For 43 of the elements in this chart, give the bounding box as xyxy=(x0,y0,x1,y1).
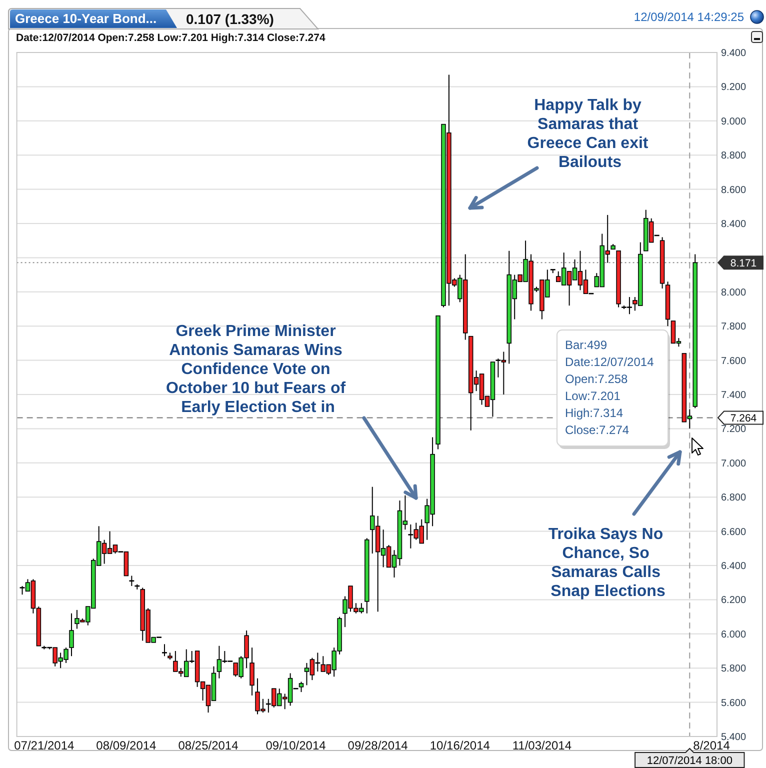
y-tick-label: 7.400 xyxy=(721,390,746,401)
y-tick-label: 8.000 xyxy=(721,287,746,298)
y-tick-label: 6.800 xyxy=(721,492,746,504)
candlestick xyxy=(69,612,74,657)
y-tick-label: 6.000 xyxy=(721,629,746,640)
chart-subtitle: 0.107 (1.33%) xyxy=(186,11,274,27)
y-tick-label: 7.600 xyxy=(721,356,746,367)
x-tick-label: 09/28/2014 xyxy=(348,738,408,752)
y-tick-label: 8.600 xyxy=(721,184,746,196)
chart-title: Greece 10-Year Bond... xyxy=(15,11,157,26)
annotation: Troika Says No Chance, So Samaras Calls Snap Elections xyxy=(548,526,668,600)
candlestick xyxy=(128,575,135,587)
x-tick-label: 08/25/2014 xyxy=(178,738,239,752)
y-tick-label: 9.000 xyxy=(721,116,746,128)
x-tick-label: 10/16/2014 xyxy=(430,738,490,752)
candlestick xyxy=(298,681,304,693)
text: 12/09/2014 14:29:25 xyxy=(634,10,744,24)
y-tick-label: 7.200 xyxy=(721,424,746,436)
x-tick-label: 08/09/2014 xyxy=(96,738,157,752)
y-tick-label: 5.600 xyxy=(721,698,746,709)
y-tick-label: 6.400 xyxy=(721,561,746,572)
y-tick-label: 6.600 xyxy=(721,526,746,538)
ref-line-label: 8.171 xyxy=(730,257,757,270)
y-tick-label: 8.400 xyxy=(721,219,746,230)
y-tick-label: 5.800 xyxy=(721,664,746,675)
candlestick xyxy=(250,647,254,696)
annotation: Greek Prime Minister Antonis Samaras Wins Confidence Vote on October 10 but Fears of Early Election Set in xyxy=(166,323,350,416)
candlestick xyxy=(161,644,168,657)
x-tick-label: 07/21/2014 xyxy=(14,738,75,752)
y-tick-label: 7.800 xyxy=(721,322,746,333)
y-tick-label: 7.000 xyxy=(721,458,746,470)
y-tick-label: 9.400 xyxy=(721,48,746,59)
x-tick-label: 11/03/2014 xyxy=(512,738,572,752)
text: Date:12/07/2014 Open:7.258 Low:7.201 High:7.314 Close:7.274 xyxy=(16,32,326,44)
y-tick-label: 8.800 xyxy=(721,150,746,162)
annotation: Bar:499 Date:12/07/2014 Open:7.258 Low:7.201 High:7.314 Close:7.274 xyxy=(565,338,658,437)
x-tick-label: 8/2014 xyxy=(693,738,730,752)
y-tick-label: 9.200 xyxy=(721,82,746,94)
y-tick-label: 6.200 xyxy=(721,595,746,606)
x-tick-label: 12/07/2014 18:00 xyxy=(646,754,732,767)
ref-line-label: 7.264 xyxy=(730,412,757,424)
annotation: Happy Talk by Samaras that Greece Can exit Bailouts xyxy=(527,97,653,171)
x-tick-label: 09/10/2014 xyxy=(266,738,326,752)
